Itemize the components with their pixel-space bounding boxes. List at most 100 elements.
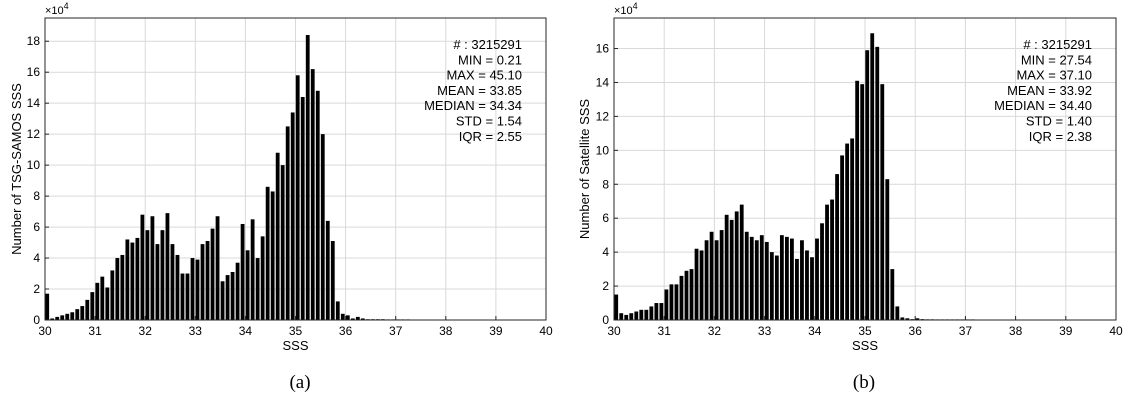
histogram-bar bbox=[714, 240, 719, 320]
histogram-bar bbox=[325, 220, 330, 320]
histogram-bar bbox=[295, 75, 300, 320]
histogram-bar bbox=[779, 235, 784, 320]
histogram-bar bbox=[689, 269, 694, 320]
histogram-bar bbox=[880, 84, 885, 320]
histogram-bar bbox=[870, 33, 875, 321]
histogram-bar bbox=[55, 316, 60, 320]
histogram-bar bbox=[80, 306, 85, 320]
histogram-bar bbox=[150, 216, 155, 320]
x-tick-label: 40 bbox=[539, 324, 553, 338]
histogram-bar bbox=[795, 258, 799, 320]
histogram-bar bbox=[669, 284, 674, 320]
histogram-bar bbox=[850, 138, 855, 320]
y-multiplier-base: ×10 bbox=[614, 5, 633, 17]
histogram-bar bbox=[845, 143, 850, 320]
x-tick-label: 32 bbox=[708, 324, 722, 338]
histogram-bar bbox=[220, 281, 225, 320]
y-tick-label: 6 bbox=[602, 211, 609, 225]
histogram-bar bbox=[90, 292, 95, 320]
histogram-bar bbox=[170, 244, 175, 320]
y-tick-label: 14 bbox=[596, 75, 610, 89]
histogram-bar bbox=[275, 152, 280, 320]
histogram-bar bbox=[614, 294, 619, 320]
histogram-bar bbox=[815, 238, 819, 320]
x-tick-label: 33 bbox=[758, 324, 772, 338]
histogram-bar bbox=[734, 211, 739, 320]
histogram-bar bbox=[345, 315, 350, 320]
y-multiplier-label: ×104 bbox=[45, 1, 69, 17]
histogram-bar bbox=[644, 309, 649, 320]
histogram-bar bbox=[679, 275, 684, 320]
histogram-bar bbox=[165, 213, 170, 320]
x-tick-label: 34 bbox=[239, 324, 253, 338]
y-multiplier-label: ×104 bbox=[614, 1, 638, 17]
x-tick-label: 36 bbox=[909, 324, 923, 338]
histogram-bar bbox=[335, 301, 340, 320]
histogram-bar bbox=[855, 80, 860, 320]
x-axis-label: SSS bbox=[852, 338, 878, 353]
histogram-bar bbox=[764, 241, 769, 320]
y-multiplier-exponent: 4 bbox=[64, 1, 69, 11]
stat-line: MEDIAN = 34.34 bbox=[424, 98, 522, 113]
histogram-bar bbox=[270, 191, 275, 320]
histogram-bar bbox=[790, 238, 794, 320]
y-axis-label: Number of Satellite SSS bbox=[577, 99, 592, 240]
grid-lines bbox=[613, 18, 1117, 321]
y-tick-label: 6 bbox=[33, 220, 40, 234]
histogram-bar bbox=[305, 35, 310, 321]
histogram-bar bbox=[145, 230, 150, 320]
histogram-bar bbox=[330, 241, 335, 320]
x-tick-label: 40 bbox=[1109, 324, 1123, 338]
histogram-bar bbox=[840, 155, 845, 320]
histogram-bar bbox=[634, 311, 639, 320]
y-tick-label: 4 bbox=[33, 251, 40, 265]
y-tick-label: 10 bbox=[27, 158, 41, 172]
x-tick-label: 35 bbox=[289, 324, 303, 338]
panel-caption: (b) bbox=[853, 372, 875, 393]
x-tick-label: 30 bbox=[607, 324, 621, 338]
x-tick-label: 37 bbox=[389, 324, 403, 338]
histogram-bar bbox=[65, 313, 70, 320]
histogram-bar bbox=[175, 254, 180, 320]
histogram-bar bbox=[135, 237, 140, 320]
histogram-bar bbox=[195, 259, 200, 320]
histogram-bar bbox=[885, 179, 890, 320]
histogram-bar bbox=[185, 273, 190, 320]
histogram-bar bbox=[300, 96, 305, 320]
histogram-bar bbox=[245, 250, 250, 320]
stat-line: IQR = 2.38 bbox=[1029, 129, 1092, 144]
histogram-bar bbox=[155, 244, 160, 320]
histogram-bar bbox=[235, 262, 240, 320]
y-multiplier-exponent: 4 bbox=[633, 1, 638, 11]
histogram-bar bbox=[694, 248, 699, 320]
y-tick-label: 0 bbox=[602, 313, 609, 327]
histogram-bar bbox=[905, 318, 910, 320]
x-tick-label: 39 bbox=[489, 324, 503, 338]
histogram-bar bbox=[290, 112, 295, 320]
stat-line: # : 3215291 bbox=[453, 37, 522, 52]
histogram-bar bbox=[310, 69, 315, 320]
histogram-bar bbox=[205, 241, 210, 320]
histogram-bar bbox=[654, 303, 659, 320]
histogram-bar bbox=[739, 204, 744, 320]
histogram-bar bbox=[649, 306, 654, 320]
y-tick-label: 16 bbox=[27, 65, 41, 79]
stat-line: STD = 1.40 bbox=[1026, 114, 1092, 129]
x-tick-label: 30 bbox=[38, 324, 52, 338]
histogram-bar bbox=[915, 318, 920, 320]
histogram-bar bbox=[830, 199, 834, 320]
histogram-bar bbox=[285, 126, 290, 321]
x-tick-label: 33 bbox=[189, 324, 203, 338]
histogram-bar bbox=[890, 269, 895, 320]
stat-line: MEAN = 33.85 bbox=[437, 83, 522, 98]
histogram-bar bbox=[719, 230, 724, 320]
bars bbox=[614, 33, 975, 321]
histogram-bar bbox=[684, 270, 689, 320]
histogram-bar bbox=[800, 240, 804, 320]
histogram-bar bbox=[315, 90, 320, 321]
y-tick-label: 8 bbox=[33, 189, 40, 203]
histogram-bar bbox=[769, 252, 774, 320]
